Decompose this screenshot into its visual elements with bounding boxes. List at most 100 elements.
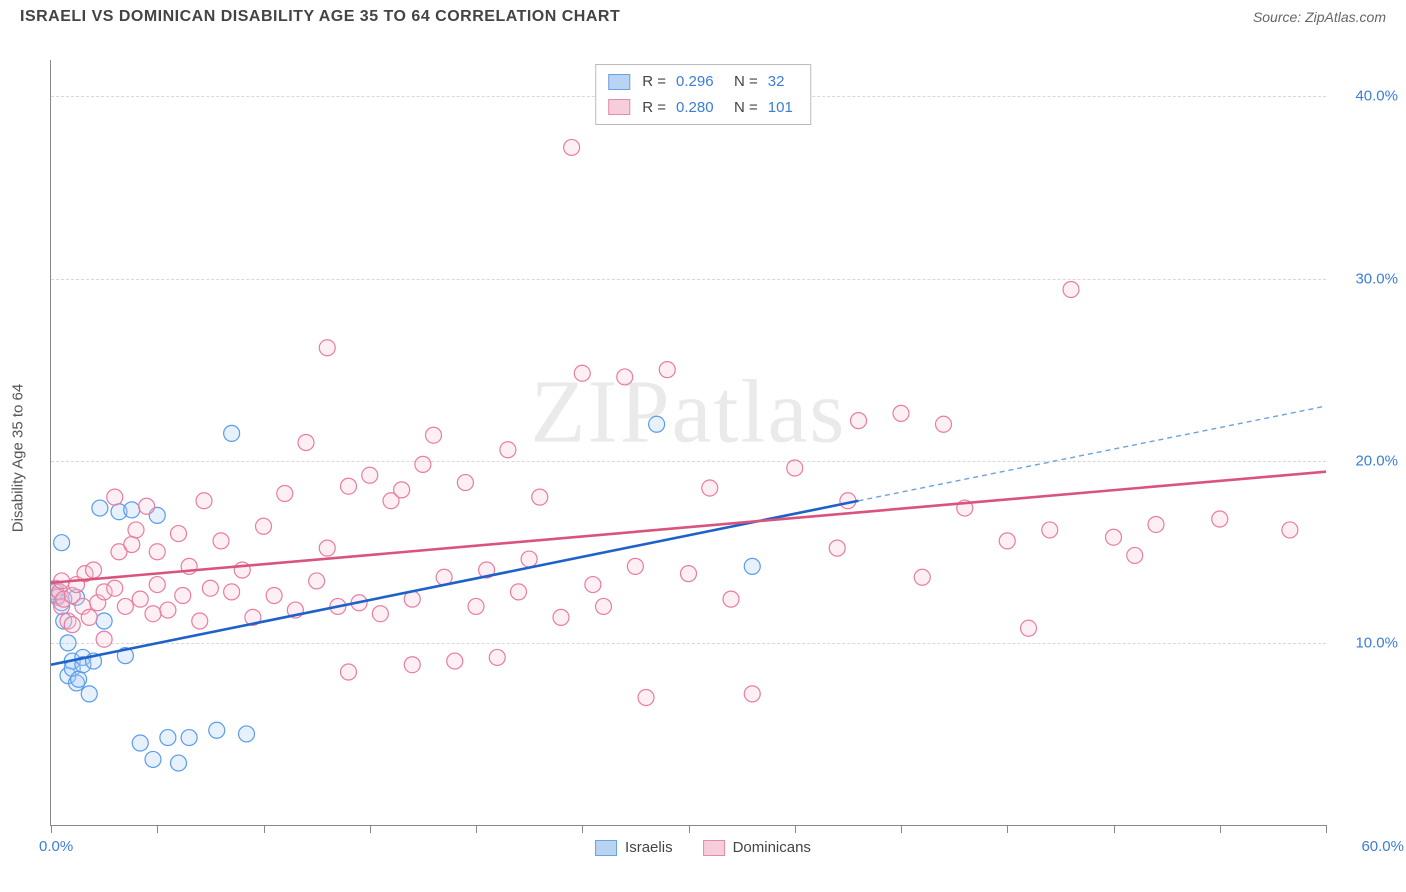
data-point: [1063, 282, 1079, 298]
data-point: [1148, 516, 1164, 532]
data-point: [521, 551, 537, 567]
data-point: [175, 588, 191, 604]
data-point: [145, 606, 161, 622]
data-point: [341, 478, 357, 494]
data-point: [787, 460, 803, 476]
data-point: [468, 598, 484, 614]
plot-area: ZIPatlas 0.0% 60.0% 10.0%20.0%30.0%40.0%: [50, 60, 1326, 826]
series-legend-label: Israelis: [625, 839, 673, 856]
data-point: [447, 653, 463, 669]
data-point: [139, 498, 155, 514]
data-point: [107, 580, 123, 596]
legend-r-value: 0.280: [676, 95, 722, 121]
data-point: [124, 537, 140, 553]
data-point: [96, 613, 112, 629]
x-tick: [157, 825, 158, 833]
data-point: [298, 435, 314, 451]
data-point: [617, 369, 633, 385]
series-legend: Israelis Dominicans: [595, 839, 811, 856]
legend-swatch: [608, 74, 630, 90]
trend-line: [51, 501, 859, 665]
data-point: [744, 686, 760, 702]
correlation-legend-row: R = 0.280 N = 101: [608, 95, 798, 121]
chart-title: ISRAELI VS DOMINICAN DISABILITY AGE 35 T…: [20, 8, 620, 26]
data-point: [893, 405, 909, 421]
data-point: [171, 755, 187, 771]
data-point: [319, 340, 335, 356]
data-point: [723, 591, 739, 607]
x-tick: [264, 825, 265, 833]
legend-swatch: [703, 840, 725, 856]
x-tick: [1220, 825, 1221, 833]
series-legend-item: Dominicans: [703, 839, 811, 856]
data-point: [1127, 547, 1143, 563]
data-point: [107, 489, 123, 505]
data-point: [128, 522, 144, 538]
data-point: [936, 416, 952, 432]
data-point: [596, 598, 612, 614]
legend-swatch: [608, 99, 630, 115]
data-point: [124, 502, 140, 518]
data-point: [213, 533, 229, 549]
data-point: [457, 475, 473, 491]
data-point: [319, 540, 335, 556]
x-tick: [795, 825, 796, 833]
data-point: [209, 722, 225, 738]
y-tick-label: 10.0%: [1355, 634, 1398, 651]
data-point: [81, 609, 97, 625]
legend-n-value: 32: [768, 69, 798, 95]
data-point: [1282, 522, 1298, 538]
data-point: [744, 558, 760, 574]
legend-n-label: N =: [734, 95, 758, 121]
data-point: [1212, 511, 1228, 527]
data-point: [202, 580, 218, 596]
y-axis-label: Disability Age 35 to 64: [10, 384, 27, 532]
source-label: Source: ZipAtlas.com: [1253, 9, 1386, 25]
data-point: [309, 573, 325, 589]
legend-n-value: 101: [768, 95, 798, 121]
chart-container: Disability Age 35 to 64 ZIPatlas 0.0% 60…: [0, 30, 1406, 886]
legend-r-label: R =: [642, 95, 666, 121]
data-point: [851, 413, 867, 429]
x-tick: [370, 825, 371, 833]
data-point: [585, 577, 601, 593]
data-point: [627, 558, 643, 574]
data-point: [54, 535, 70, 551]
data-point: [394, 482, 410, 498]
data-point: [489, 649, 505, 665]
data-point: [681, 566, 697, 582]
series-legend-label: Dominicans: [733, 839, 811, 856]
legend-n-label: N =: [734, 69, 758, 95]
data-point: [64, 617, 80, 633]
data-point: [145, 751, 161, 767]
series-legend-item: Israelis: [595, 839, 673, 856]
x-tick: [689, 825, 690, 833]
data-point: [171, 526, 187, 542]
data-point: [702, 480, 718, 496]
legend-r-label: R =: [642, 69, 666, 95]
y-tick-label: 40.0%: [1355, 88, 1398, 105]
trend-line-extrapolated: [859, 406, 1327, 501]
data-point: [415, 456, 431, 472]
data-point: [1021, 620, 1037, 636]
data-point: [341, 664, 357, 680]
data-point: [426, 427, 442, 443]
legend-swatch: [595, 840, 617, 856]
x-tick: [51, 825, 52, 833]
header-bar: ISRAELI VS DOMINICAN DISABILITY AGE 35 T…: [0, 0, 1406, 30]
data-point: [92, 500, 108, 516]
y-tick-label: 20.0%: [1355, 452, 1398, 469]
data-point: [117, 598, 133, 614]
data-point: [914, 569, 930, 585]
data-point: [149, 577, 165, 593]
data-point: [362, 467, 378, 483]
data-point: [81, 686, 97, 702]
scatter-svg: [51, 60, 1326, 825]
data-point: [1042, 522, 1058, 538]
data-point: [192, 613, 208, 629]
data-point: [638, 690, 654, 706]
data-point: [224, 425, 240, 441]
data-point: [404, 657, 420, 673]
data-point: [60, 635, 76, 651]
data-point: [649, 416, 665, 432]
